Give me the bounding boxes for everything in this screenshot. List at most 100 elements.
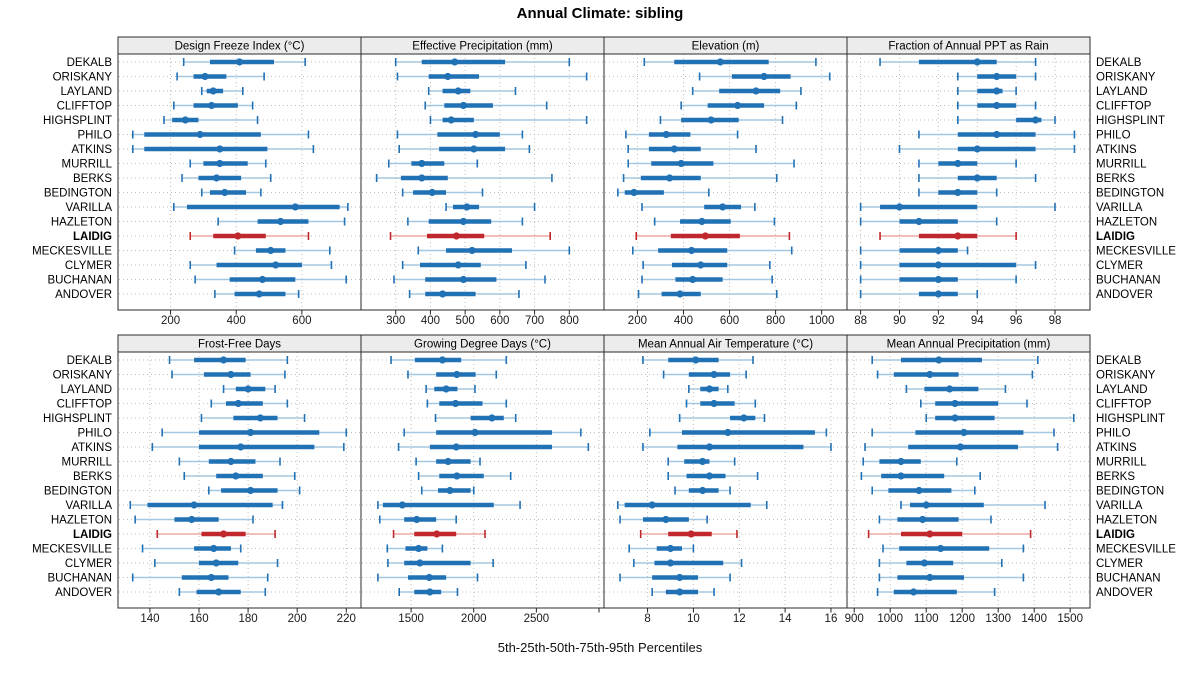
median-dot bbox=[666, 559, 675, 567]
svg-text:96: 96 bbox=[1010, 315, 1023, 327]
median-dot bbox=[897, 472, 905, 480]
percentile-row bbox=[426, 399, 508, 408]
percentile-row bbox=[429, 116, 588, 124]
svg-text:600: 600 bbox=[490, 315, 509, 327]
median-dot bbox=[670, 145, 678, 153]
site-label-left: ATKINS bbox=[71, 442, 112, 454]
site-label-left: LAYLAND bbox=[60, 384, 112, 396]
site-label-left: HIGHSPLINT bbox=[43, 115, 112, 127]
percentile-row bbox=[633, 559, 743, 567]
median-dot bbox=[710, 399, 718, 408]
median-dot bbox=[954, 232, 962, 240]
percentile-row bbox=[131, 130, 310, 139]
svg-text:Elevation (m): Elevation (m) bbox=[692, 41, 760, 53]
percentile-row bbox=[871, 356, 1039, 364]
percentile-row bbox=[925, 414, 1075, 422]
median-dot bbox=[468, 246, 476, 255]
percentile-row bbox=[860, 472, 982, 480]
percentile-row bbox=[674, 486, 731, 495]
median-dot bbox=[676, 588, 684, 596]
median-dot bbox=[188, 515, 196, 524]
median-dot bbox=[258, 275, 267, 284]
percentile-row bbox=[178, 457, 281, 466]
median-dot bbox=[244, 385, 252, 393]
site-label-right: HIGHSPLINT bbox=[1096, 115, 1165, 127]
percentile-row bbox=[625, 130, 739, 139]
percentile-row bbox=[189, 159, 267, 168]
percentile-row bbox=[641, 275, 773, 284]
site-label-right: BERKS bbox=[1096, 471, 1135, 483]
percentile-row bbox=[918, 174, 1037, 182]
median-dot bbox=[459, 275, 468, 284]
median-dot bbox=[676, 573, 684, 582]
percentile-row bbox=[393, 275, 546, 284]
site-label-right: BUCHANAN bbox=[1096, 275, 1161, 287]
svg-text:94: 94 bbox=[971, 315, 984, 327]
svg-text:Mean Annual Air Temperature (°: Mean Annual Air Temperature (°C) bbox=[638, 339, 813, 351]
site-label-right: MECKESVILLE bbox=[1096, 246, 1176, 258]
svg-text:1100: 1100 bbox=[914, 613, 939, 625]
svg-text:90: 90 bbox=[893, 315, 906, 327]
percentile-row bbox=[401, 261, 527, 269]
median-dot bbox=[934, 246, 942, 255]
svg-text:Effective Precipitation (mm): Effective Precipitation (mm) bbox=[412, 41, 553, 53]
x-axis: 8 10 12 14 16 bbox=[644, 608, 837, 625]
site-label-left: MECKESVILLE bbox=[32, 246, 112, 258]
panel-border bbox=[846, 351, 1091, 609]
median-dot bbox=[453, 472, 461, 480]
median-dot bbox=[697, 261, 705, 269]
percentile-row bbox=[398, 588, 459, 596]
percentile-row bbox=[898, 145, 1076, 153]
percentile-row bbox=[182, 58, 306, 66]
percentile-row bbox=[434, 414, 517, 422]
median-dot bbox=[687, 530, 695, 538]
median-dot bbox=[181, 116, 189, 124]
percentile-row bbox=[424, 101, 548, 110]
median-dot bbox=[698, 217, 706, 226]
percentile-row bbox=[407, 217, 524, 226]
svg-text:14: 14 bbox=[779, 613, 792, 625]
site-label-right: DEKALB bbox=[1096, 355, 1142, 367]
percentile-row bbox=[200, 414, 306, 422]
site-label-right: LAYLAND bbox=[1096, 86, 1148, 98]
svg-text:Design Freeze Index (°C): Design Freeze Index (°C) bbox=[175, 41, 305, 53]
median-dot bbox=[935, 356, 943, 364]
svg-text:140: 140 bbox=[140, 613, 159, 625]
median-dot bbox=[724, 428, 732, 437]
median-dot bbox=[934, 261, 942, 269]
median-dot bbox=[956, 443, 965, 451]
x-axis: 200 400 600 800 1000 bbox=[628, 310, 834, 327]
site-label-left: DEKALB bbox=[67, 57, 113, 69]
svg-text:220: 220 bbox=[337, 613, 356, 625]
site-label-right: CLYMER bbox=[1096, 558, 1143, 570]
median-dot bbox=[463, 203, 471, 211]
median-dot bbox=[428, 188, 436, 197]
panel-design-freeze-index-c: Design Freeze Index (°C) 200 400 600 bbox=[117, 36, 362, 327]
x-axis: 200 400 600 bbox=[161, 310, 311, 327]
site-label-left: CLYMER bbox=[65, 260, 112, 272]
median-dot bbox=[993, 130, 1001, 139]
median-dot bbox=[705, 472, 714, 480]
median-dot bbox=[459, 101, 468, 110]
percentile-row bbox=[678, 414, 766, 422]
svg-text:Mean Annual Precipitation (mm): Mean Annual Precipitation (mm) bbox=[887, 339, 1051, 351]
percentile-row bbox=[394, 58, 571, 66]
median-dot bbox=[212, 559, 220, 567]
percentile-row bbox=[396, 72, 588, 81]
panel-mean-annual-precipitation-mm: Mean Annual Precipitation (mm) 900 1000 110… bbox=[845, 334, 1091, 625]
site-label-left: VARILLA bbox=[66, 202, 113, 214]
svg-text:92: 92 bbox=[932, 315, 945, 327]
median-dot bbox=[418, 174, 426, 182]
median-dot bbox=[951, 399, 959, 408]
percentile-row bbox=[427, 87, 517, 95]
median-dot bbox=[227, 370, 235, 379]
svg-text:160: 160 bbox=[189, 613, 208, 625]
svg-text:Frost-Free Days: Frost-Free Days bbox=[198, 339, 281, 351]
panel-frost-free-days: Frost-Free Days 140 160 180 200 220 bbox=[117, 334, 362, 625]
percentile-row bbox=[397, 443, 590, 451]
svg-text:88: 88 bbox=[854, 315, 867, 327]
svg-text:400: 400 bbox=[227, 315, 246, 327]
site-labels-bottom: DEKALB DEKALB ORISKANY ORISKANY LAYLAND LAYLA… bbox=[32, 355, 1176, 599]
median-dot bbox=[960, 428, 968, 437]
median-dot bbox=[276, 217, 285, 226]
